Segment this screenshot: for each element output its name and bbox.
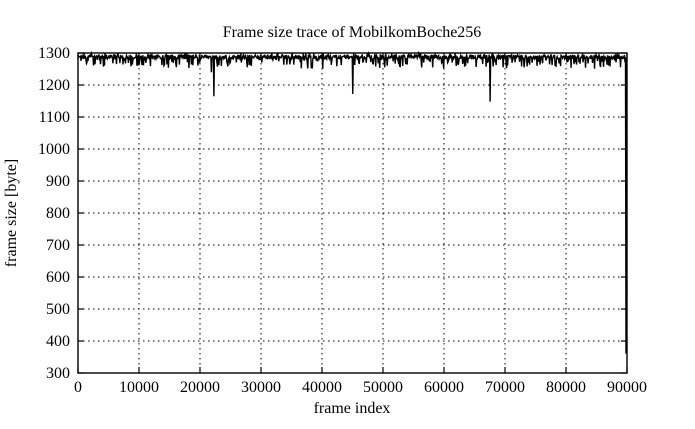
y-tick-label: 500 bbox=[46, 301, 70, 318]
x-tick-label: 90000 bbox=[607, 379, 647, 396]
x-tick-label: 10000 bbox=[119, 379, 159, 396]
x-tick-label: 60000 bbox=[424, 379, 464, 396]
x-tick-label: 20000 bbox=[180, 379, 220, 396]
y-tick-label: 1200 bbox=[38, 77, 70, 94]
y-tick-label: 700 bbox=[46, 237, 70, 254]
y-tick-label: 800 bbox=[46, 205, 70, 222]
x-tick-label: 40000 bbox=[302, 379, 342, 396]
x-axis-label: frame index bbox=[314, 400, 391, 417]
y-axis-label: frame size [byte] bbox=[3, 159, 20, 267]
y-tick-label: 1300 bbox=[38, 45, 70, 62]
chart-layer: 300 400 500 600 700 800 900 1000 1100 1200 1300 0 10… bbox=[38, 45, 647, 396]
chart-title: Frame size trace of MobilkomBoche256 bbox=[223, 24, 482, 41]
plot-border bbox=[77, 52, 628, 374]
y-tick-label: 1100 bbox=[39, 109, 70, 126]
y-tick-label: 600 bbox=[46, 269, 70, 286]
y-tick-label: 1000 bbox=[38, 141, 70, 158]
frame-size-trace bbox=[77, 51, 628, 354]
x-tick-label: 0 bbox=[74, 379, 82, 396]
x-tick-label: 80000 bbox=[546, 379, 586, 396]
x-tick-label: 70000 bbox=[485, 379, 525, 396]
x-tick-label: 30000 bbox=[241, 379, 281, 396]
y-tick-label: 400 bbox=[46, 333, 70, 350]
y-tick-label: 300 bbox=[46, 365, 70, 382]
x-tick-label: 50000 bbox=[363, 379, 403, 396]
y-tick-label: 900 bbox=[46, 173, 70, 190]
